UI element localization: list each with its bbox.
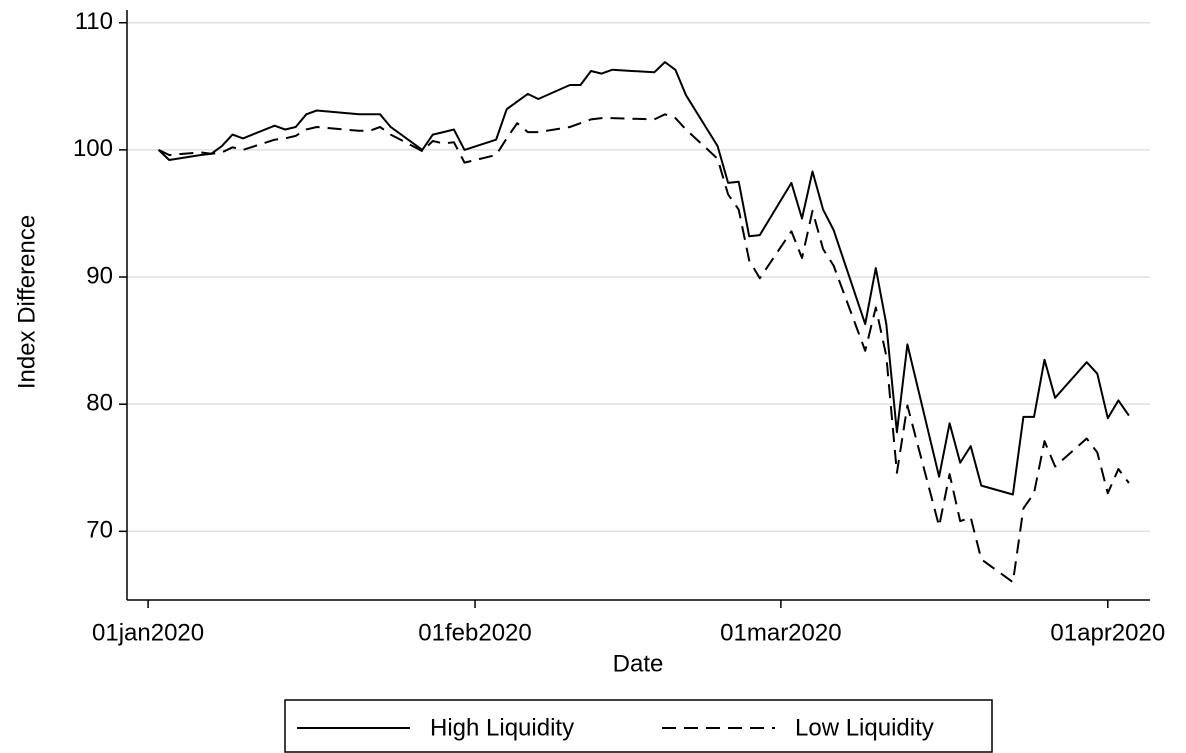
y-tick-label: 90: [86, 262, 113, 289]
line-series: [157, 61, 1130, 496]
legend-label: High Liquidity: [430, 714, 574, 741]
x-tick-label: 01jan2020: [92, 619, 204, 646]
x-axis-label: Date: [613, 650, 664, 677]
y-axis-label: Index Difference: [13, 215, 40, 389]
legend-label: Low Liquidity: [795, 714, 934, 741]
legend-box: [284, 699, 993, 753]
y-tick-label: 110: [75, 8, 113, 35]
x-tick-label: 01apr2020: [1050, 619, 1165, 646]
y-tick-label: 70: [86, 517, 113, 544]
y-tick-label: 80: [86, 390, 113, 417]
x-tick-label: 01mar2020: [720, 619, 841, 646]
x-tick-label: 01feb2020: [418, 619, 531, 646]
y-tick-label: 100: [73, 135, 113, 162]
line-series: [158, 113, 1130, 584]
